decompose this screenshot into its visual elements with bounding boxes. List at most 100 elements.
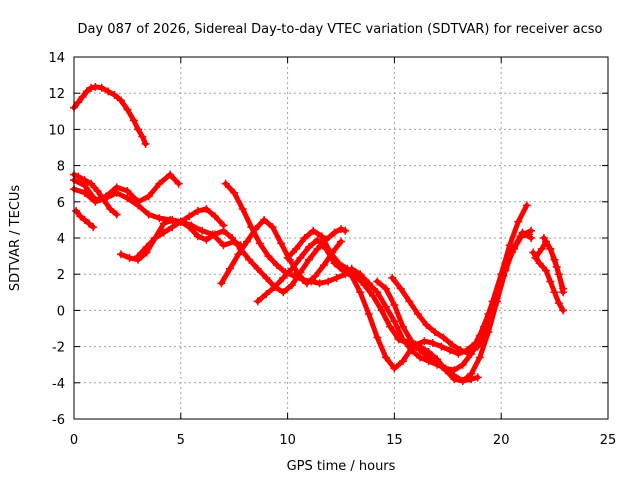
data-point <box>91 82 100 91</box>
data-point <box>247 223 256 232</box>
data-point <box>116 250 125 259</box>
data-point <box>78 92 87 101</box>
data-point <box>91 197 100 206</box>
data-point <box>550 288 559 297</box>
data-point <box>364 310 373 319</box>
data-point <box>112 210 121 219</box>
data-point <box>155 179 164 188</box>
data-point <box>296 253 305 262</box>
y-axis-label: SDTVAR / TECUs <box>8 185 23 292</box>
data-point <box>334 259 343 268</box>
data-point <box>134 252 143 261</box>
x-tick-label: 15 <box>386 433 403 448</box>
data-point <box>475 353 484 362</box>
x-tick-label: 5 <box>177 433 185 448</box>
series-trace <box>118 217 348 295</box>
data-point <box>332 273 341 282</box>
data-point <box>514 217 523 226</box>
data-point <box>144 210 153 219</box>
series-arc-2 <box>70 170 183 206</box>
data-point <box>490 300 499 309</box>
data-point <box>554 299 563 308</box>
data-point <box>448 340 457 349</box>
data-point <box>123 194 132 203</box>
tick-layer: 0 5 10 15 20 25 -6 -4 -2 0 2 4 6 8 10 12 14 <box>48 51 616 448</box>
data-point <box>159 219 168 228</box>
data-point <box>174 179 183 188</box>
data-point <box>369 291 378 300</box>
data-point <box>407 346 416 355</box>
data-point <box>262 273 271 282</box>
data-point <box>300 234 309 242</box>
data-point <box>159 228 168 237</box>
y-tick-label: -6 <box>52 413 65 428</box>
data-point <box>456 346 465 355</box>
data-point <box>381 353 390 362</box>
data-point <box>253 264 262 273</box>
data-point <box>422 320 431 329</box>
data-point <box>364 279 373 288</box>
data-point <box>522 201 531 210</box>
data-point <box>482 326 491 335</box>
data-point <box>337 237 345 246</box>
data-point <box>416 346 425 355</box>
data-point <box>245 255 254 264</box>
data-point <box>123 105 132 114</box>
data-point <box>279 273 288 282</box>
data-point <box>337 224 345 233</box>
data-point <box>531 253 540 262</box>
data-point <box>420 337 429 346</box>
series-trace <box>541 235 566 292</box>
data-point <box>198 226 207 235</box>
data-point <box>386 322 395 331</box>
data-point <box>559 284 568 293</box>
data-point <box>430 328 439 337</box>
series-arc-1 <box>70 82 150 148</box>
data-point <box>193 232 202 241</box>
data-point <box>264 252 273 261</box>
data-layer <box>70 82 568 385</box>
data-point <box>141 139 150 148</box>
data-point <box>93 186 102 195</box>
data-point <box>116 96 125 105</box>
series-arc-14 <box>388 230 533 358</box>
data-point <box>74 98 83 107</box>
data-point <box>390 317 399 326</box>
data-point <box>225 264 234 273</box>
data-point <box>516 232 525 241</box>
data-point <box>347 264 356 273</box>
data-point <box>537 244 546 253</box>
data-point <box>97 83 106 92</box>
data-point <box>304 255 313 264</box>
x-tick-label: 25 <box>600 433 617 448</box>
data-point <box>125 253 134 262</box>
data-point <box>309 226 318 235</box>
data-point <box>311 272 320 281</box>
data-point <box>279 288 288 297</box>
data-point <box>110 91 119 100</box>
data-point <box>87 179 96 188</box>
y-tick-label: -2 <box>52 341 65 356</box>
data-point <box>260 215 269 224</box>
data-point <box>413 310 422 319</box>
series-arc-7 <box>134 205 228 261</box>
data-point <box>283 253 292 262</box>
y-tick-label: 8 <box>57 160 65 175</box>
data-point <box>228 234 237 242</box>
data-point <box>202 235 211 244</box>
data-point <box>168 215 177 224</box>
data-point <box>292 244 301 253</box>
data-point <box>428 338 437 347</box>
data-point <box>304 243 313 252</box>
data-point <box>437 342 446 351</box>
y-tick-label: 0 <box>57 304 65 319</box>
data-point <box>313 244 322 253</box>
data-point <box>546 244 555 253</box>
data-point <box>80 215 89 224</box>
data-point <box>219 221 228 230</box>
data-point <box>324 277 333 286</box>
data-point <box>76 212 85 221</box>
y-tick-label: -4 <box>52 377 65 392</box>
series-arc-5 <box>72 206 98 232</box>
data-point <box>176 217 185 226</box>
